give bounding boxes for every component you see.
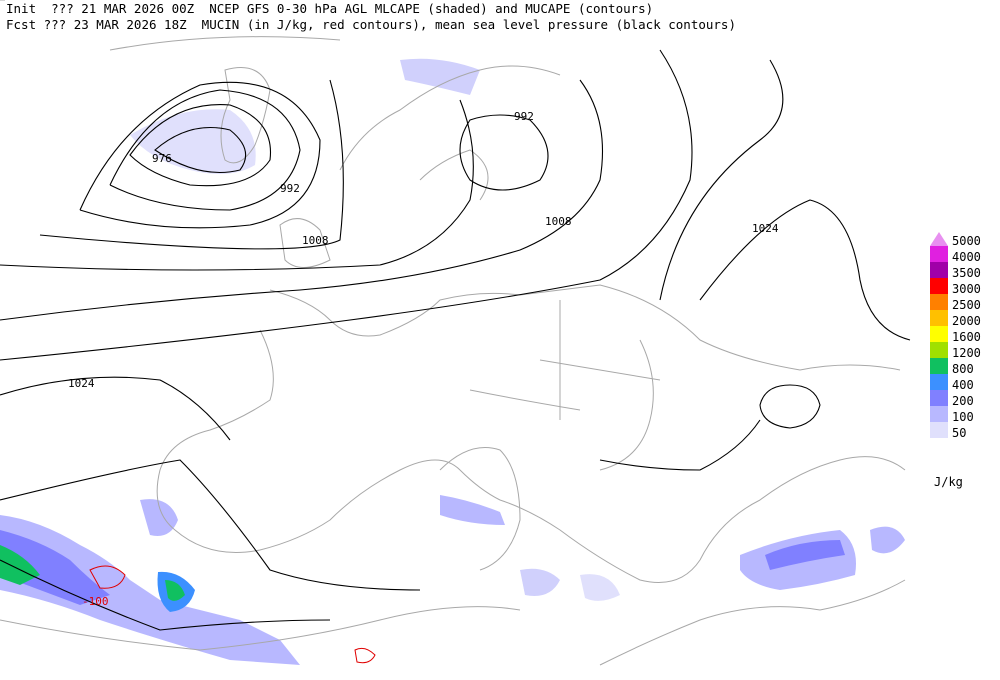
legend-label: 3500 [952, 266, 981, 280]
cape-area [140, 499, 178, 536]
legend-swatch [930, 374, 948, 390]
cape-area [520, 568, 560, 596]
contour-labels: 976 992 992 1008 1008 1024 1024 -100 [68, 110, 779, 608]
cin-contours [89, 565, 376, 664]
legend-swatch [930, 358, 948, 374]
isobar [599, 419, 761, 471]
isobar [0, 49, 693, 361]
legend-swatch [930, 326, 948, 342]
legend-label: 800 [952, 362, 974, 376]
legend-swatch [930, 422, 948, 438]
isobar [129, 104, 272, 187]
isobar-label: 1024 [752, 222, 779, 235]
cape-area [440, 495, 505, 525]
legend-label: 100 [952, 410, 974, 424]
legend-label: 400 [952, 378, 974, 392]
cape-area [580, 574, 620, 601]
legend-swatch [930, 246, 948, 262]
legend-label: 1200 [952, 346, 981, 360]
coastline [279, 218, 331, 268]
isobar [659, 59, 784, 301]
legend-label: 1600 [952, 330, 981, 344]
legend-swatch [930, 278, 948, 294]
coastline [439, 447, 521, 571]
legend-label: 2500 [952, 298, 981, 312]
legend-swatch [930, 390, 948, 406]
legend-label: 5000 [952, 234, 981, 248]
isobar [0, 99, 474, 271]
legend-swatch [930, 406, 948, 422]
legend-label: 3000 [952, 282, 981, 296]
coastlines [0, 0, 906, 666]
isobar [154, 127, 247, 173]
isobar-label: 992 [514, 110, 534, 123]
border [469, 300, 661, 471]
isobar-label: 992 [280, 182, 300, 195]
isobar [79, 81, 321, 229]
cape-area [165, 580, 185, 601]
isobar [0, 376, 231, 441]
cape-area [0, 515, 300, 665]
coastline [0, 579, 906, 666]
legend: J/kg 5000 4000 3500 3000 2500 2000 1600 1200 800… [930, 232, 981, 489]
legend-label: 200 [952, 394, 974, 408]
legend-label: 50 [952, 426, 966, 440]
cin-contour [89, 565, 126, 589]
cin-label: -100 [82, 595, 109, 608]
cin-contour [354, 647, 376, 664]
legend-swatch [930, 342, 948, 358]
isobar [0, 79, 604, 321]
legend-label: 4000 [952, 250, 981, 264]
isobar [39, 79, 344, 250]
isobars [0, 49, 911, 631]
legend-swatch [930, 294, 948, 310]
legend-unit: J/kg [934, 475, 963, 489]
header-line: Fcst ??? 23 MAR 2026 18Z MUCIN (in J/kg,… [6, 17, 736, 32]
isobar [0, 559, 331, 631]
isobar [0, 459, 421, 591]
isobar [759, 384, 821, 429]
isobar-label: 1024 [68, 377, 95, 390]
coastline [339, 65, 561, 201]
cape-area [130, 109, 256, 174]
coastline [269, 284, 901, 371]
isobar [699, 199, 911, 341]
coastline [156, 329, 906, 583]
isobar-label: 1008 [545, 215, 572, 228]
isobar [109, 89, 301, 211]
legend-swatch [930, 310, 948, 326]
cape-area [400, 58, 480, 95]
coastline [0, 0, 341, 51]
cape-area [870, 526, 905, 554]
legend-swatch [930, 262, 948, 278]
isobar-label: 976 [152, 152, 172, 165]
cape-area [0, 530, 110, 605]
coastline [220, 67, 271, 164]
isobar-label: 1008 [302, 234, 329, 247]
isobar [459, 114, 549, 191]
legend-swatch [930, 232, 948, 246]
header-line: Init ??? 21 MAR 2026 00Z NCEP GFS 0-30 h… [6, 1, 653, 16]
legend-label: 2000 [952, 314, 981, 328]
cape-shading [0, 58, 905, 665]
cape-area [765, 540, 845, 570]
